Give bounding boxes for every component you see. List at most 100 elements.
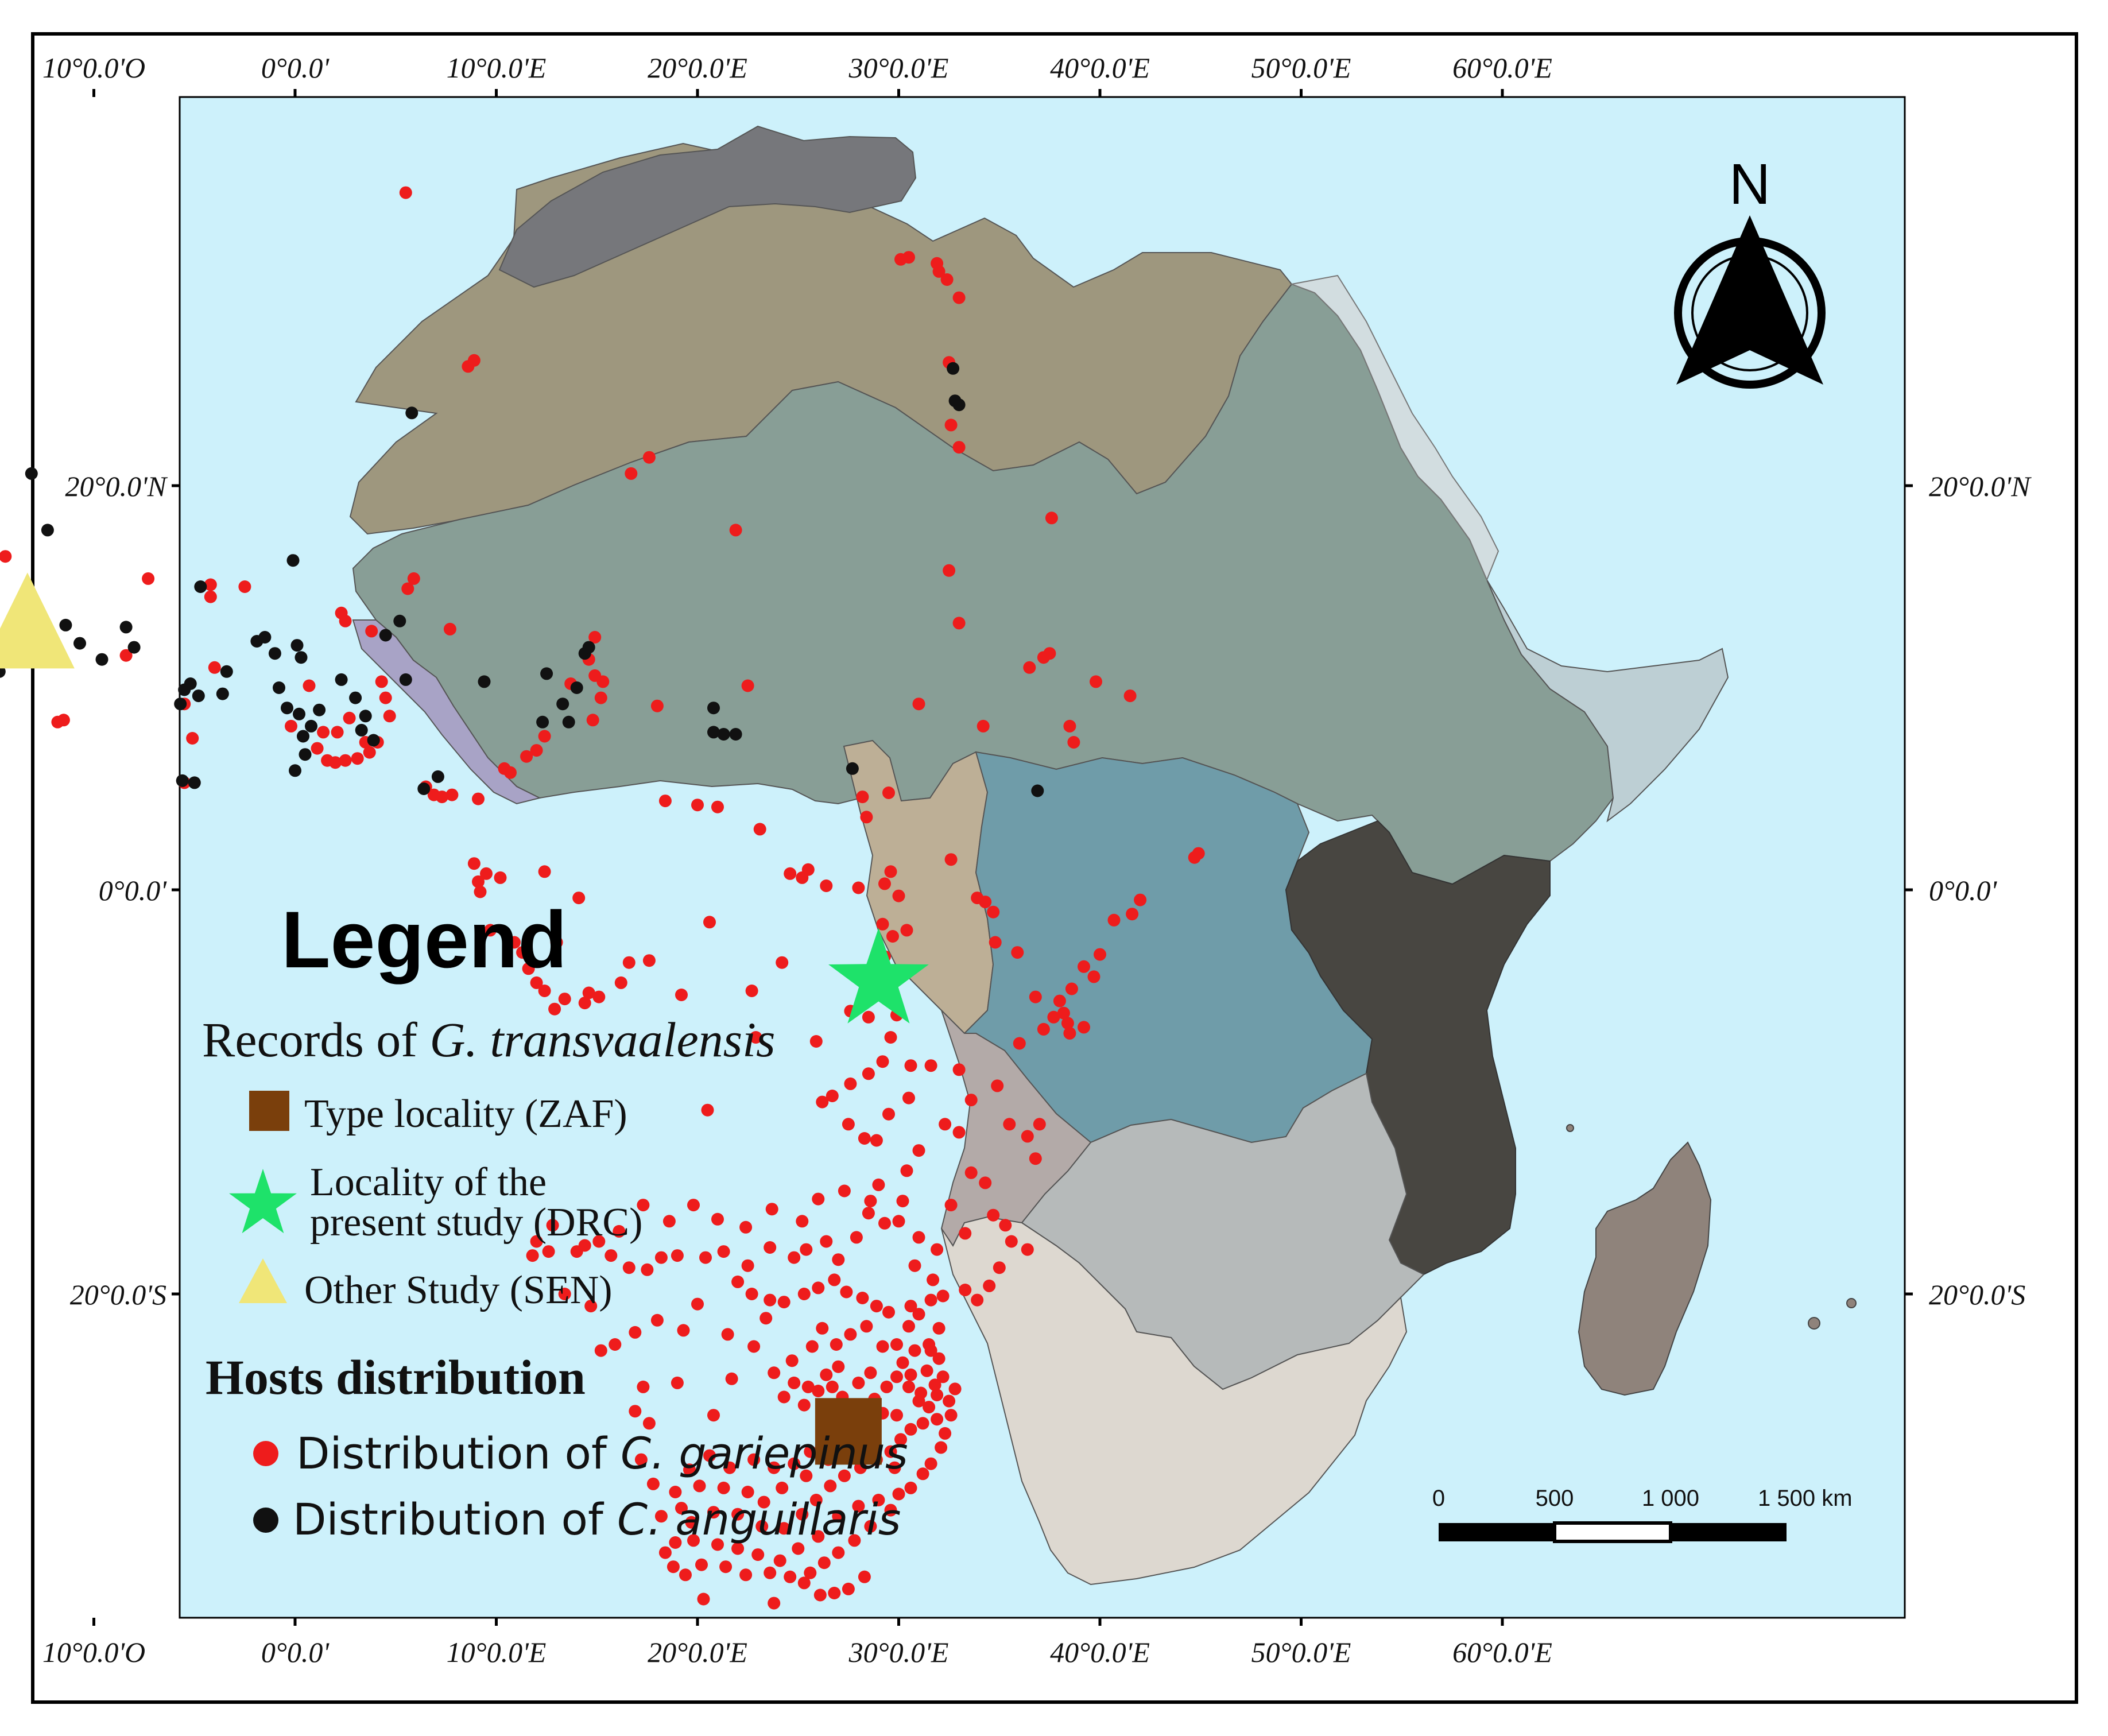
anguillaris-point	[41, 524, 54, 537]
gariepinus-point	[731, 1275, 745, 1288]
gariepinus-point	[1037, 1022, 1050, 1036]
gariepinus-point	[658, 1546, 672, 1559]
anguillaris-point	[417, 782, 431, 795]
gariepinus-point	[864, 1366, 877, 1380]
anguillaris-point	[59, 618, 72, 631]
gariepinus-point	[435, 790, 448, 804]
anguillaris-point	[313, 703, 326, 716]
gariepinus-point	[650, 699, 664, 712]
gariepinus-point	[812, 1530, 825, 1543]
gariepinus-point	[796, 1508, 809, 1521]
gariepinus-point	[666, 1560, 680, 1574]
gariepinus-point	[964, 1094, 978, 1107]
gariepinus-point	[764, 1566, 777, 1579]
gariepinus-point	[932, 265, 946, 278]
gariepinus-point	[508, 936, 521, 949]
gariepinus-point	[1057, 1006, 1070, 1020]
gariepinus-point	[238, 580, 251, 593]
anguillaris-point	[297, 730, 309, 743]
region-madagascar	[1578, 1141, 1712, 1396]
lat-label-left: 20°0.0'N	[65, 470, 168, 502]
gariepinus-point	[745, 1288, 758, 1300]
gariepinus-point	[832, 1510, 845, 1523]
gariepinus-point	[904, 1423, 917, 1436]
gariepinus-point	[892, 889, 905, 902]
gariepinus-point	[764, 1241, 777, 1254]
gariepinus-point	[939, 1427, 952, 1440]
gariepinus-point	[629, 1326, 642, 1339]
anguillaris-point	[273, 681, 285, 694]
gariepinus-point	[675, 989, 688, 1001]
gariepinus-point	[904, 1368, 917, 1381]
gariepinus-point	[699, 1251, 712, 1264]
gariepinus-point	[856, 1292, 869, 1304]
anguillaris-point	[73, 637, 86, 650]
gariepinus-point	[741, 679, 754, 692]
lat-label-left: 0°0.0'	[99, 874, 167, 906]
gariepinus-point	[979, 1176, 992, 1189]
anguillaris-point	[359, 710, 372, 723]
gariepinus-point	[936, 1289, 950, 1303]
gariepinus-point	[797, 1576, 811, 1590]
anguillaris-point	[399, 673, 412, 686]
gariepinus-point	[1061, 1017, 1074, 1030]
gariepinus-point	[931, 1413, 944, 1426]
gariepinus-point	[208, 661, 221, 674]
gariepinus-point	[339, 614, 352, 627]
graticule-ticks: 20°0.0'O20°0.0'O10°0.0'O10°0.0'O0°0.0'0°…	[42, 52, 2032, 1668]
gariepinus-point	[809, 1035, 823, 1048]
gariepinus-point	[916, 1417, 929, 1430]
north-label: N	[1729, 152, 1770, 216]
anguillaris-point	[176, 774, 189, 787]
gariepinus-point	[721, 1328, 734, 1341]
gariepinus-point	[484, 924, 497, 937]
gariepinus-point	[582, 986, 595, 999]
gariepinus-point	[691, 799, 704, 812]
gariepinus-point	[1063, 719, 1076, 733]
gariepinus-point	[1134, 893, 1147, 906]
lon-label-bottom: 10°0.0'E	[447, 1636, 547, 1668]
gariepinus-point	[858, 1570, 871, 1583]
scale-label-500: 500	[1536, 1486, 1574, 1511]
gariepinus-point	[912, 1308, 925, 1321]
legend-gariepinus-label: Distribution of C. gariepinus	[296, 1428, 908, 1479]
gariepinus-point	[952, 1063, 966, 1076]
anguillaris-point	[194, 580, 207, 593]
gariepinus-point	[943, 564, 956, 577]
gariepinus-point	[119, 649, 133, 662]
gariepinus-point	[765, 1203, 778, 1216]
lon-label-top: 30°0.0'E	[848, 52, 949, 84]
gariepinus-point	[1188, 851, 1201, 864]
gariepinus-point	[812, 1192, 825, 1206]
gariepinus-point	[445, 788, 459, 801]
gariepinus-point	[669, 1486, 682, 1498]
gariepinus-point	[870, 1134, 883, 1147]
gariepinus-point	[725, 1372, 738, 1385]
gariepinus-point	[526, 1249, 539, 1262]
gariepinus-point	[788, 1457, 801, 1470]
scale-seg-1	[1439, 1523, 1555, 1541]
gariepinus-point	[622, 956, 636, 969]
gariepinus-point	[331, 726, 344, 739]
anguillaris-point	[184, 677, 197, 690]
gariepinus-point	[592, 1235, 606, 1248]
island-mauritius	[1808, 1317, 1820, 1330]
gariepinus-point	[142, 572, 155, 585]
gariepinus-point	[860, 1320, 873, 1333]
gariepinus-point	[472, 875, 485, 888]
gariepinus-point	[928, 1378, 941, 1392]
gariepinus-point	[924, 1457, 937, 1470]
gariepinus-point	[944, 1409, 958, 1422]
gariepinus-point	[751, 1548, 765, 1561]
legend-anguillaris-dot-icon	[253, 1508, 278, 1533]
scale-seg-3	[1671, 1523, 1787, 1541]
scale-label-1000: 1 000	[1642, 1486, 1699, 1511]
gariepinus-point	[872, 1494, 885, 1506]
lon-label-bottom: 60°0.0'E	[1452, 1636, 1552, 1668]
legend-records-heading: Records of G. transvaalensis	[202, 1012, 775, 1067]
gariepinus-point	[817, 1556, 831, 1570]
gariepinus-point	[669, 1536, 682, 1549]
anguillaris-point	[119, 621, 133, 634]
gariepinus-point	[654, 1510, 668, 1523]
gariepinus-point	[749, 1031, 762, 1044]
